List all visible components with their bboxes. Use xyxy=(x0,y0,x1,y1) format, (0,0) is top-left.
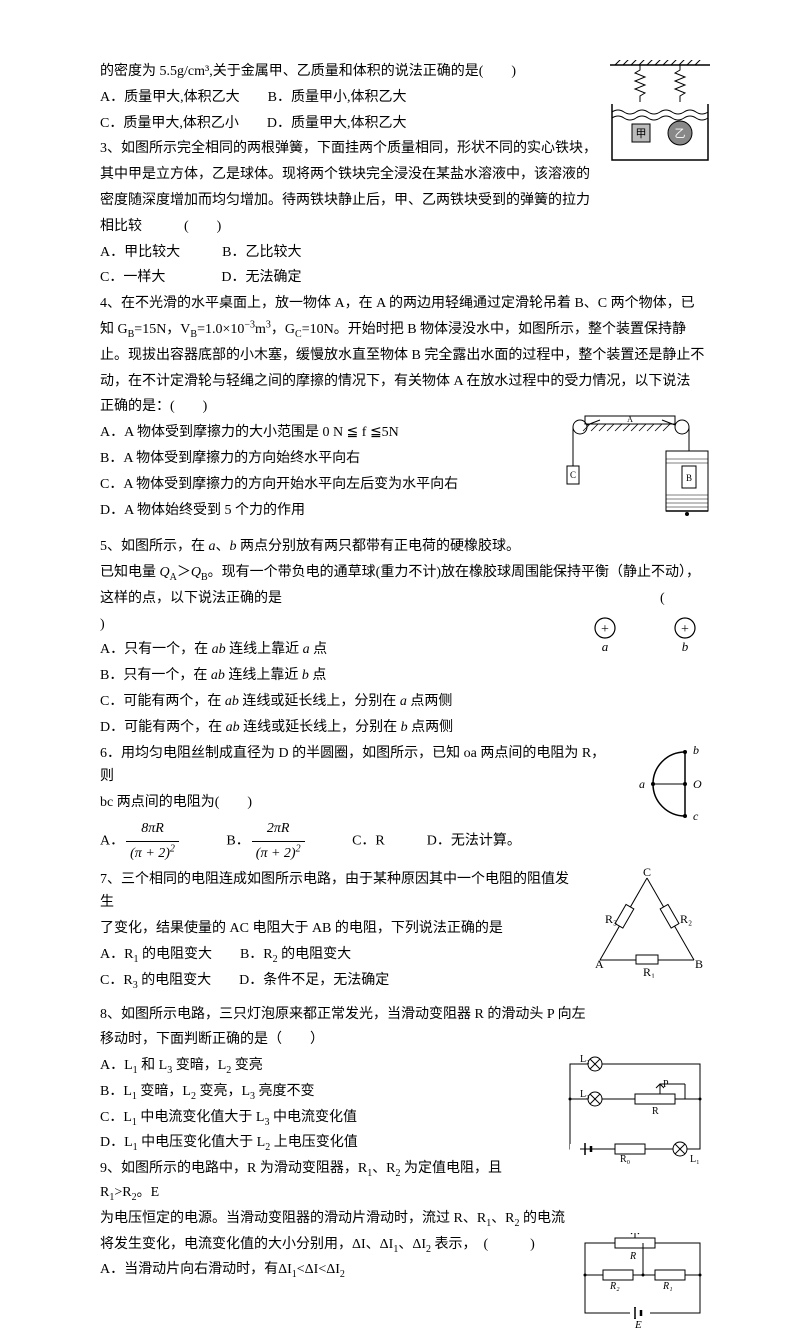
figure-pulleys: A C B xyxy=(540,411,710,531)
q4-line4: 动，在不计定滑轮与轻绳之间的摩擦的情况下，有关物体 A 在放水过程中的受力情况，… xyxy=(100,370,710,394)
q3-line4: 相比较 ( ) xyxy=(100,215,710,239)
q3-line2: 其中甲是立方体，乙是球体。现将两个铁块完全浸没在某盐水溶液中，该溶液的 xyxy=(100,163,710,187)
svg-text:B: B xyxy=(695,957,703,971)
figure-charges: + a + b xyxy=(580,613,710,658)
spacer xyxy=(100,995,710,1001)
svg-text:b: b xyxy=(693,743,699,757)
svg-text:R₃: R₃ xyxy=(605,912,617,926)
svg-text:C: C xyxy=(570,470,576,480)
svg-text:c: c xyxy=(693,809,699,823)
svg-text:C: C xyxy=(643,868,651,879)
svg-text:A: A xyxy=(595,957,604,971)
svg-text:R₂: R₂ xyxy=(680,912,692,926)
q5-line3: 这样的点，以下说法正确的是 ( xyxy=(100,587,710,611)
svg-text:B: B xyxy=(686,473,692,483)
svg-text:L₃: L₃ xyxy=(580,1089,590,1100)
svg-text:R₀: R₀ xyxy=(620,1154,631,1164)
q9-line1: 9、如图所示的电路中，R 为滑动变阻器，R1、R2 为定值电阻，且 R1>R2。… xyxy=(100,1157,710,1205)
figure-triangle: C A B R₃ R₂ R₁ xyxy=(585,868,710,978)
q5-optB: B．只有一个，在 ab 连线上靠近 b 点 xyxy=(100,664,710,688)
svg-text:O: O xyxy=(693,777,702,791)
figure-circuit8: L₂ L₃ P R R₀ L₁ xyxy=(560,1054,710,1164)
svg-text:L₂: L₂ xyxy=(580,1054,590,1065)
svg-text:甲: 甲 xyxy=(636,128,647,140)
svg-text:R₁: R₁ xyxy=(662,1281,673,1292)
svg-text:L₁: L₁ xyxy=(690,1154,700,1164)
svg-text:a: a xyxy=(639,777,645,791)
svg-text:P: P xyxy=(663,1079,669,1090)
svg-text:+: + xyxy=(601,622,609,637)
q3-opt-cd: C．一样大 D．无法确定 xyxy=(100,266,710,290)
q5-optC: C．可能有两个，在 ab 连线或延长线上，分别在 a 点两侧 xyxy=(100,690,710,714)
q3-opt-ab: A．甲比较大 B．乙比较大 xyxy=(100,241,710,265)
q3-line3: 密度随深度增加而均匀增加。待两铁块静止后，甲、乙两铁块受到的弹簧的拉力 xyxy=(100,189,710,213)
q5-line2: 已知电量 QA＞QB。现有一个带负电的通草球(重力不计)放在橡胶球周围能保持平衡… xyxy=(100,561,710,585)
q9-line2: 为电压恒定的电源。当滑动变阻器的滑动片滑动时，流过 R、R1、R2 的电流 xyxy=(100,1207,710,1231)
figure-springs: 甲 乙 xyxy=(610,60,710,165)
q5-optD: D．可能有两个，在 ab 连线或延长线上，分别在 b 点两侧 xyxy=(100,716,710,740)
svg-text:R₁: R₁ xyxy=(643,965,655,978)
figure-circuit9: R R₂ R₁ E xyxy=(575,1233,710,1328)
q4-line3: 止。现拔出容器底部的小木塞，缓慢放水直至物体 B 完全露出水面的过程中，整个装置… xyxy=(100,344,710,368)
q8-line2: 移动时，下面判断正确的是（ ） xyxy=(100,1028,710,1052)
svg-text:R: R xyxy=(629,1251,636,1262)
svg-text:b: b xyxy=(682,639,689,654)
svg-text:+: + xyxy=(681,622,689,637)
q8-line1: 8、如图所示电路，三只灯泡原来都正常发光，当滑动变阻器 R 的滑动头 P 向左 xyxy=(100,1003,710,1027)
svg-text:R: R xyxy=(652,1106,659,1117)
svg-text:R₂: R₂ xyxy=(609,1281,620,1292)
q4-line1: 4、在不光滑的水平桌面上，放一物体 A，在 A 的两边用轻绳通过定滑轮吊着 B、… xyxy=(100,292,710,316)
svg-text:A: A xyxy=(627,415,633,424)
svg-text:a: a xyxy=(602,639,609,654)
svg-text:E: E xyxy=(634,1319,642,1328)
q5-line1: 5、如图所示，在 a、b 两点分别放有两只都带有正电荷的硬橡胶球。 xyxy=(100,535,710,559)
svg-text:乙: 乙 xyxy=(675,127,686,140)
figure-semicircle: a O b c xyxy=(615,742,710,827)
page-content: 甲 乙 的密度为 5.5g/cm³,关于金属甲、乙质量和体积的说法正确的是( )… xyxy=(100,60,710,1282)
q4-line2: 知 GB=15N，VB=1.0×10−3m3，GC=10N。开始时把 B 物体浸… xyxy=(100,318,710,342)
